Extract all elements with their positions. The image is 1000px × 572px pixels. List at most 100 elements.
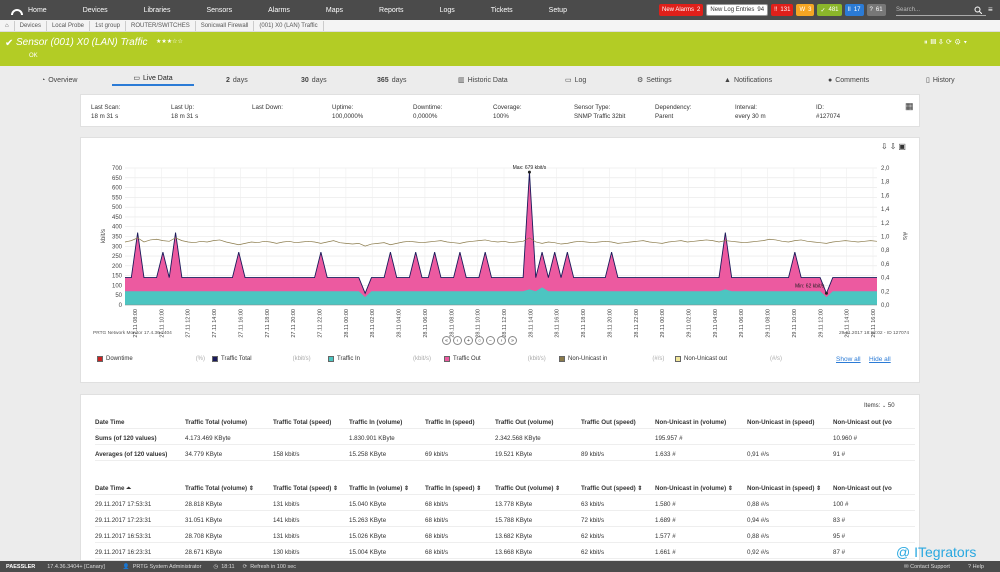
column-header[interactable]: Traffic Out (speed) ⇕: [581, 485, 643, 492]
footer-refresh[interactable]: Refresh in 100 sec: [250, 563, 297, 570]
qr-code-icon[interactable]: ▦: [905, 101, 914, 111]
y2-tick-label: 1,8: [881, 180, 890, 186]
tab-history[interactable]: ▯ History: [926, 76, 955, 85]
column-header[interactable]: Traffic Out (volume): [495, 419, 554, 426]
footer-user[interactable]: PRTG System Administrator: [132, 563, 202, 570]
column-header[interactable]: Traffic Total (speed) ⇕: [273, 485, 339, 492]
help-link[interactable]: ? Help: [968, 563, 984, 570]
nav-devices[interactable]: Devices: [82, 6, 108, 14]
column-header[interactable]: Non-Unicast in (volume) ⇕: [655, 485, 734, 492]
nav-logs[interactable]: Logs: [439, 6, 455, 14]
hide-all-link[interactable]: Hide all: [869, 356, 891, 363]
pager-first-button[interactable]: «: [442, 336, 451, 345]
column-header[interactable]: Traffic Out (volume) ⇕: [495, 485, 561, 492]
chart-export-icons[interactable]: ⇩⇩▣: [881, 142, 908, 151]
home-icon[interactable]: ⌂: [0, 20, 15, 31]
tab-log[interactable]: ▭ Log: [565, 76, 587, 85]
new-log-entries-button[interactable]: New Log Entries 94: [706, 4, 769, 16]
legend-checkbox[interactable]: [559, 356, 565, 362]
table-row[interactable]: 29.11.2017 17:53:31 28.818 KByte 131 kbit/…: [95, 497, 915, 511]
menu-icon[interactable]: ≡: [988, 5, 993, 14]
contact-support-link[interactable]: ✉ Contact Support: [904, 563, 950, 570]
priority-stars[interactable]: ★★★☆☆: [156, 39, 183, 45]
column-header[interactable]: Traffic Out (speed): [581, 419, 636, 426]
table-row[interactable]: 29.11.2017 16:23:31 28.671 KByte 130 kbit/…: [95, 545, 915, 559]
badge-unknown[interactable]: ? 61: [866, 4, 886, 16]
legend-non-unicast-in[interactable]: Non-Unicast in (#/s): [559, 356, 664, 362]
table-row[interactable]: 29.11.2017 16:53:31 28.708 KByte 131 kbit/…: [95, 529, 915, 543]
column-header[interactable]: Non-Unicast in (volume): [655, 419, 727, 426]
x-tick-label: 27.11 16:00: [238, 309, 244, 338]
nav-home[interactable]: Home: [28, 6, 47, 14]
summary-row[interactable]: Sums (of 120 values) 4.173.469 KByte 1.830…: [95, 431, 915, 445]
badge-up[interactable]: ✓ 481: [817, 4, 842, 16]
zoom-out-button[interactable]: −: [486, 336, 495, 345]
column-header[interactable]: Traffic In (speed) ⇕: [425, 485, 482, 492]
legend-checkbox[interactable]: [212, 356, 218, 362]
column-header[interactable]: Date Time ⏶: [95, 485, 132, 492]
nav-setup[interactable]: Setup: [548, 6, 567, 14]
zoom-in-button[interactable]: +: [464, 336, 473, 345]
legend-non-unicast-out[interactable]: Non-Unicast out (#/s): [675, 356, 782, 362]
tab-live-data[interactable]: ▭ Live Data: [112, 74, 194, 86]
column-header[interactable]: Traffic Total (speed): [273, 419, 332, 426]
nav-maps[interactable]: Maps: [325, 6, 344, 14]
table-row[interactable]: 29.11.2017 17:23:31 31.051 KByte 141 kbit/…: [95, 513, 915, 527]
tab-historic-data[interactable]: ▥ Historic Data: [458, 76, 508, 85]
column-header[interactable]: Non-Unicast in (speed): [747, 419, 815, 426]
pager-last-button[interactable]: »: [508, 336, 517, 345]
show-all-link[interactable]: Show all: [836, 356, 861, 363]
badge-down[interactable]: !! 131: [771, 4, 794, 16]
sensor-actions-icons[interactable]: ⏸▤⇩⟳⚙▾: [924, 39, 970, 46]
legend-checkbox[interactable]: [675, 356, 681, 362]
tab-settings[interactable]: ⚙ Settings: [637, 76, 672, 85]
breadcrumb-group[interactable]: 1st group: [90, 20, 127, 31]
nav-alarms[interactable]: Alarms: [268, 6, 290, 14]
column-header[interactable]: Traffic Total (volume) ⇕: [185, 485, 255, 492]
nav-reports[interactable]: Reports: [379, 6, 404, 14]
legend-checkbox[interactable]: [328, 356, 334, 362]
tab-comments[interactable]: ● Comments: [828, 76, 870, 84]
items-per-page-select[interactable]: Items: ⌄ 50: [864, 403, 895, 409]
prtg-logo-icon[interactable]: [10, 4, 24, 16]
y-tick-label: 700: [112, 166, 123, 172]
column-header[interactable]: Traffic In (volume) ⇕: [349, 485, 410, 492]
column-header[interactable]: Non-Unicast out (vo: [833, 419, 892, 426]
pager-prev-button[interactable]: ‹: [453, 336, 462, 345]
pager-next-button[interactable]: ›: [497, 336, 506, 345]
tab-overview[interactable]: ◔ Overview: [41, 76, 78, 84]
badge-paused[interactable]: II 17: [844, 4, 864, 16]
tab-365-days[interactable]: 365 days: [377, 76, 407, 84]
legend-traffic-out[interactable]: Traffic Out (kbit/s): [444, 356, 546, 362]
nav-sensors[interactable]: Sensors: [206, 6, 233, 14]
tab-2-days[interactable]: 2 days: [226, 76, 248, 84]
legend-traffic-in[interactable]: Traffic In (kbit/s): [328, 356, 431, 362]
legend-traffic-total[interactable]: Traffic Total (kbit/s): [212, 356, 311, 362]
tab-30-days[interactable]: 30 days: [301, 76, 327, 84]
breadcrumb-devices[interactable]: Devices: [15, 20, 47, 31]
search-icon[interactable]: [974, 6, 982, 14]
column-header[interactable]: Non-Unicast in (speed) ⇕: [747, 485, 822, 492]
breadcrumb-local-probe[interactable]: Local Probe: [47, 20, 90, 31]
breadcrumb-sensor[interactable]: (001) X0 (LAN) Traffic: [254, 20, 324, 31]
column-header[interactable]: Traffic Total (volume): [185, 419, 248, 426]
nav-tickets[interactable]: Tickets: [490, 6, 513, 14]
legend-downtime[interactable]: Downtime (%): [97, 356, 205, 362]
breadcrumb-firewall[interactable]: Sonicwall Firewall: [196, 20, 255, 31]
column-header[interactable]: Non-Unicast out (vo: [833, 485, 892, 492]
tab-notifications[interactable]: ▲ Notifications: [724, 76, 773, 84]
status-label: OK: [29, 53, 38, 59]
column-header[interactable]: Date Time: [95, 419, 125, 426]
summary-row[interactable]: Averages (of 120 values) 34.779 KByte 158 …: [95, 447, 915, 461]
y-tick-label: 200: [112, 264, 123, 270]
new-alarms-button[interactable]: New Alarms 2: [659, 4, 704, 16]
nav-libraries[interactable]: Libraries: [143, 6, 171, 14]
legend-checkbox[interactable]: [97, 356, 103, 362]
column-header[interactable]: Traffic In (volume): [349, 419, 403, 426]
search-input[interactable]: Search...: [896, 4, 986, 16]
legend-checkbox[interactable]: [444, 356, 450, 362]
zoom-reset-button[interactable]: ○: [475, 336, 484, 345]
breadcrumb-router-switches[interactable]: ROUTER/SWITCHES: [126, 20, 196, 31]
column-header[interactable]: Traffic In (speed): [425, 419, 475, 426]
